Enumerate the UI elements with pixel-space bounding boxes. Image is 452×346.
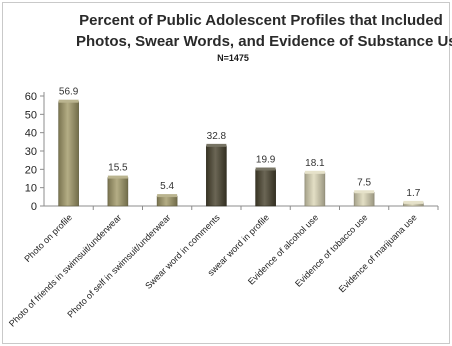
bar xyxy=(206,145,227,207)
x-tick-label: Photo of self in swimsuit/underwear xyxy=(65,212,172,319)
bar-top xyxy=(157,194,178,198)
bar-top xyxy=(403,200,424,204)
y-tick-label: 60 xyxy=(25,91,37,103)
data-label: 56.9 xyxy=(59,87,79,98)
bar-top xyxy=(206,143,227,147)
bar xyxy=(353,191,375,207)
y-tick-label: 0 xyxy=(31,201,37,213)
data-label: 19.9 xyxy=(256,155,276,166)
data-label: 18.1 xyxy=(305,158,325,169)
data-label: 7.5 xyxy=(357,177,371,188)
data-label: 15.5 xyxy=(108,163,128,174)
data-label: 32.8 xyxy=(207,131,227,142)
bar xyxy=(156,195,178,207)
bar-top xyxy=(107,175,128,179)
x-tick-label: Photo of friends in swimsuit/underwear xyxy=(7,212,123,328)
bar-top xyxy=(255,167,276,171)
bar-top xyxy=(58,99,79,103)
bar xyxy=(255,169,276,207)
bar-top xyxy=(354,190,375,194)
data-label: 5.4 xyxy=(160,181,174,192)
y-tick-label: 40 xyxy=(25,128,37,140)
y-tick-label: 50 xyxy=(25,109,37,121)
chart-subtitle: N=1475 xyxy=(217,53,249,63)
y-tick-label: 10 xyxy=(25,183,37,195)
y-tick-label: 20 xyxy=(25,164,37,176)
data-label: 1.7 xyxy=(406,188,420,199)
bar xyxy=(304,172,326,207)
chart-title: Percent of Public Adolescent Profiles th… xyxy=(79,12,443,29)
y-tick-label: 30 xyxy=(25,146,37,158)
chart-title-line2: Photos, Swear Words, and Evidence of Sub… xyxy=(76,33,452,50)
x-tick-label: Photo on profile xyxy=(22,212,74,264)
bar xyxy=(107,177,129,207)
bar-top xyxy=(304,170,325,174)
bar xyxy=(58,101,79,207)
